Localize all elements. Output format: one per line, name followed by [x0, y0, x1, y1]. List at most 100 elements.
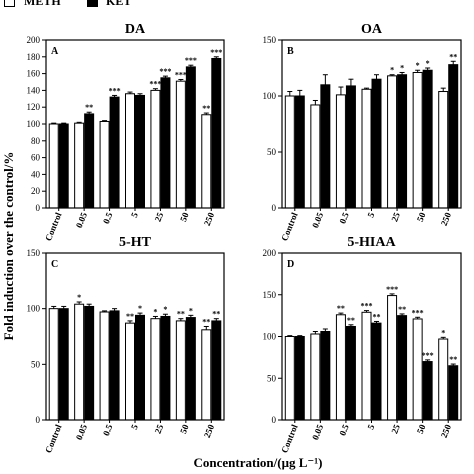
significance-label: ** — [202, 317, 210, 326]
x-tick-label: 5 — [365, 423, 376, 431]
y-tick-label: 80 — [31, 136, 41, 146]
bar-ket — [345, 325, 356, 421]
significance-label: *** — [422, 351, 434, 360]
y-tick-label: 50 — [267, 147, 277, 157]
significance-label: * — [77, 293, 81, 302]
significance-label: * — [426, 59, 430, 68]
x-tick-label: Control — [279, 211, 300, 243]
bar-meth — [74, 303, 85, 421]
bar-ket — [294, 336, 305, 421]
x-tick-label: 5 — [129, 211, 140, 219]
bar-ket — [422, 361, 433, 421]
y-tick-label: 180 — [27, 52, 41, 62]
x-tick-label: 250 — [202, 423, 217, 440]
x-tick-label: 5 — [365, 211, 376, 219]
x-tick-label: 0.5 — [101, 211, 115, 226]
bar-ket — [160, 77, 171, 209]
x-tick-label: 0.5 — [337, 423, 351, 438]
x-tick-label: 0.05 — [310, 423, 325, 442]
bar-ket — [211, 57, 222, 209]
bar-meth — [175, 320, 186, 421]
significance-label: *** — [159, 67, 171, 76]
y-tick-label: 0 — [36, 203, 41, 213]
bar-meth — [310, 333, 321, 421]
y-tick-label: 120 — [27, 102, 41, 112]
x-tick-label: 50 — [415, 211, 428, 224]
y-tick-label: 160 — [27, 69, 41, 79]
bar-ket — [84, 305, 95, 421]
bar-meth — [335, 314, 346, 421]
bar-meth — [150, 89, 161, 209]
y-axis-label: Fold induction over the control/% — [1, 152, 16, 341]
y-tick-label: 200 — [263, 248, 277, 258]
significance-label: * — [138, 304, 142, 313]
bar-meth — [48, 123, 59, 209]
bar-ket — [185, 66, 196, 209]
bar-meth — [125, 93, 135, 209]
panel-title: OA — [361, 22, 383, 37]
bar-meth — [284, 95, 295, 209]
significance-label: ** — [177, 310, 185, 319]
y-tick-label: 150 — [263, 35, 277, 45]
significance-label: *** — [185, 56, 197, 65]
bar-ket — [397, 315, 408, 421]
y-tick-label: 140 — [27, 85, 41, 95]
panel-letter: C — [51, 259, 58, 270]
bar-ket — [84, 113, 95, 209]
significance-label: * — [416, 61, 420, 70]
bar-ket — [160, 315, 171, 421]
bar-ket — [422, 69, 433, 209]
y-tick-label: 100 — [27, 304, 41, 314]
x-axis-label: Concentration/(μg L⁻¹) — [194, 455, 323, 470]
x-tick-label: 50 — [415, 423, 428, 436]
bar-meth — [438, 338, 449, 421]
bar-ket — [109, 96, 120, 209]
bar-meth — [387, 295, 398, 421]
x-tick-label: 250 — [439, 211, 454, 228]
bar-ket — [135, 94, 145, 209]
bar-ket — [448, 64, 459, 209]
legend-label-ket: KET — [106, 0, 132, 8]
plot-frame — [281, 252, 462, 421]
significance-label: ** — [398, 305, 406, 314]
x-tick-label: Control — [279, 423, 300, 455]
legend-label-meth: METH — [24, 0, 61, 8]
y-tick-label: 150 — [27, 248, 41, 258]
significance-label: * — [189, 306, 193, 315]
x-tick-label: 0.5 — [101, 423, 115, 438]
bar-meth — [412, 318, 423, 421]
panel-letter: D — [287, 259, 294, 270]
bar-ket — [58, 308, 69, 421]
bar-ket — [185, 317, 196, 421]
bar-meth — [361, 88, 372, 209]
y-tick-label: 0 — [272, 203, 277, 213]
significance-label: * — [153, 307, 157, 316]
bar-ket — [58, 123, 69, 209]
panel-letter: B — [287, 46, 294, 57]
significance-label: * — [390, 66, 394, 75]
x-tick-label: 50 — [178, 211, 191, 224]
bar-meth — [99, 311, 110, 421]
x-tick-label: 50 — [178, 423, 191, 436]
bar-meth — [284, 336, 295, 421]
significance-label: ** — [202, 104, 210, 113]
legend-swatch-meth — [4, 0, 15, 7]
x-tick-label: Control — [43, 423, 64, 455]
bar-ket — [294, 95, 305, 209]
bar-meth — [335, 94, 346, 209]
panel-title: 5-HIAA — [347, 235, 396, 250]
significance-label: *** — [210, 48, 222, 57]
bar-meth — [125, 322, 135, 421]
significance-label: ** — [373, 312, 381, 321]
bar-meth — [361, 311, 372, 421]
y-tick-label: 100 — [263, 332, 277, 342]
y-tick-label: 200 — [27, 35, 41, 45]
significance-label: *** — [109, 86, 121, 95]
significance-label: ** — [212, 310, 220, 319]
significance-label: ** — [337, 304, 345, 313]
bar-ket — [397, 74, 408, 209]
x-tick-label: 0.5 — [337, 211, 351, 226]
significance-label: ** — [449, 52, 457, 61]
significance-label: ** — [347, 316, 355, 325]
